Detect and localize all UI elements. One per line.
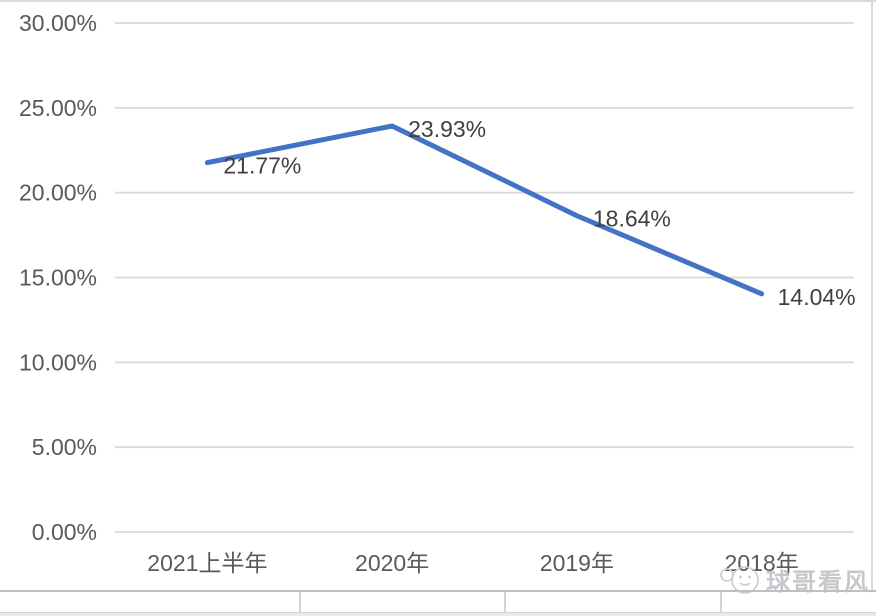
sheet-cell-divider bbox=[299, 592, 301, 612]
y-tick-label: 25.00% bbox=[19, 95, 97, 121]
y-tick-label: 15.00% bbox=[19, 265, 97, 291]
line-chart: 0.00% 5.00% 10.00% 15.00% 20.00% 25.00% 30.00%… bbox=[19, 10, 856, 576]
sheet-next-row-strip bbox=[0, 612, 876, 616]
trend-line bbox=[204, 123, 765, 297]
y-tick-label: 5.00% bbox=[32, 434, 97, 460]
sheet-row-top-border bbox=[0, 590, 876, 592]
data-label: 18.64% bbox=[593, 206, 671, 232]
data-label: 21.77% bbox=[223, 153, 301, 179]
data-label: 23.93% bbox=[408, 116, 486, 142]
right-border-line bbox=[871, 2, 873, 590]
x-category-label: 2020年 bbox=[355, 550, 429, 576]
x-category-label: 2018年 bbox=[725, 550, 799, 576]
data-label: 14.04% bbox=[778, 284, 856, 310]
y-tick-label: 20.00% bbox=[19, 180, 97, 206]
y-tick-label: 30.00% bbox=[19, 10, 97, 36]
x-category-label: 2021上半年 bbox=[147, 550, 267, 576]
y-tick-label: 10.00% bbox=[19, 349, 97, 375]
x-category-label: 2019年 bbox=[540, 550, 614, 576]
sheet-cell-divider bbox=[720, 592, 722, 612]
y-tick-label: 0.00% bbox=[32, 519, 97, 545]
spreadsheet-row-partial bbox=[0, 590, 876, 616]
top-border-line bbox=[0, 0, 876, 2]
sheet-cell-divider bbox=[504, 592, 506, 612]
